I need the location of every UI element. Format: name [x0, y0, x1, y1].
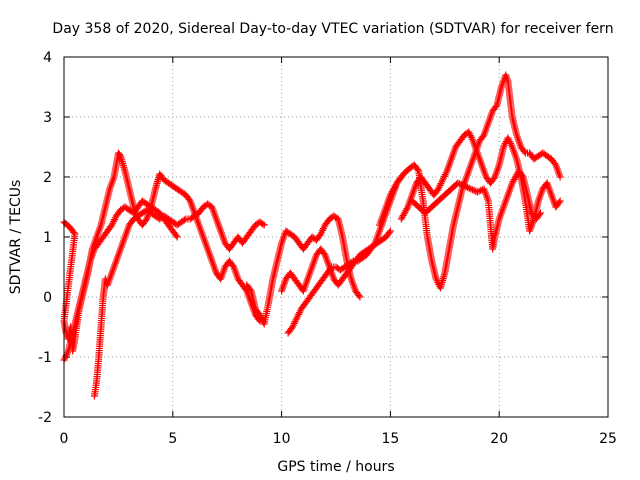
x-tick-label: 20	[490, 431, 508, 447]
data-point	[492, 103, 500, 110]
x-tick-label: 0	[60, 431, 69, 447]
data-point	[457, 181, 465, 188]
series-trace_g	[376, 71, 564, 292]
data-point	[260, 221, 268, 229]
data-point	[246, 286, 254, 293]
series-trace_f	[278, 227, 394, 295]
data-point	[556, 197, 564, 205]
data-point	[355, 292, 363, 299]
grid	[64, 57, 608, 417]
data-point	[520, 148, 528, 155]
data-point	[356, 293, 364, 301]
series-trace_a	[60, 149, 264, 355]
y-tick-label: 2	[43, 170, 52, 186]
y-tick-label: 4	[43, 50, 52, 66]
data-point	[70, 229, 78, 236]
data-point	[386, 227, 394, 235]
data-point	[172, 232, 180, 239]
data-points	[60, 71, 564, 400]
data-point	[467, 185, 475, 193]
x-tick-label: 10	[273, 431, 291, 447]
y-tick-label: 3	[43, 110, 52, 126]
data-point	[473, 188, 481, 196]
y-tick-label: 0	[43, 290, 52, 306]
series-trace_d	[243, 212, 364, 328]
data-point	[173, 233, 181, 241]
data-point	[556, 173, 564, 181]
y-tick-label: -2	[38, 410, 52, 426]
data-point	[115, 151, 123, 158]
data-point	[459, 181, 467, 189]
axis-ticks: 0 5 10 15 20 25 -2 -1 0 1 2 3 4	[38, 50, 617, 447]
data-point	[460, 182, 468, 190]
y-tick-label: 1	[43, 230, 52, 246]
series-trace_b	[90, 200, 268, 400]
data-point	[403, 205, 411, 213]
plot-frame	[63, 56, 609, 418]
data-point	[535, 211, 543, 218]
data-point	[465, 184, 473, 192]
data-point	[518, 172, 526, 179]
chart-title: Day 358 of 2020, Sidereal Day-to-day VTE…	[52, 21, 613, 37]
data-point	[469, 186, 477, 194]
x-tick-label: 25	[599, 431, 617, 447]
x-axis-label: GPS time / hours	[277, 459, 394, 475]
y-tick-label: -1	[38, 350, 52, 366]
y-axis-label: SDTVAR / TECUs	[8, 180, 24, 295]
data-point	[414, 166, 422, 173]
data-point	[455, 180, 463, 188]
data-point	[385, 229, 393, 236]
data-point	[470, 187, 478, 194]
data-point	[454, 179, 462, 187]
data-point	[464, 184, 472, 191]
data-point	[462, 183, 470, 191]
x-tick-label: 5	[168, 431, 177, 447]
series-trace_i	[408, 167, 545, 253]
data-point	[259, 220, 267, 228]
data-point	[537, 209, 545, 217]
x-tick-label: 15	[381, 431, 399, 447]
data-point	[180, 216, 188, 224]
series-trace_c	[60, 197, 181, 364]
data-point	[555, 199, 563, 206]
